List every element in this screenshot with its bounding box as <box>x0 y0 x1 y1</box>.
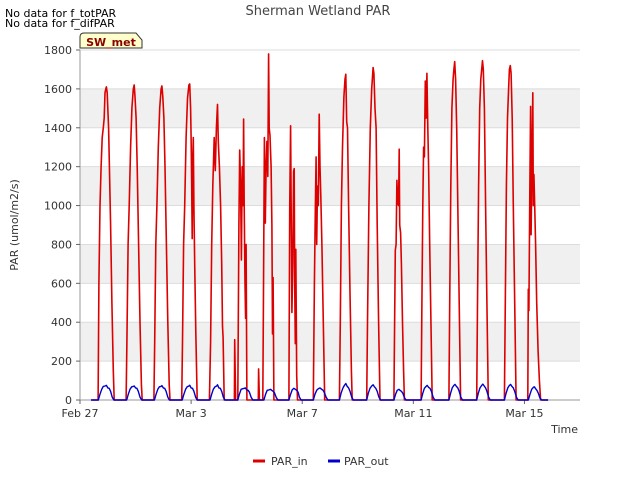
y-tick-label: 200 <box>51 355 72 368</box>
y-tick-label: 1600 <box>44 83 72 96</box>
y-tick-label: 1000 <box>44 200 72 213</box>
y-tick-label: 600 <box>51 277 72 290</box>
legend-label-par-out: PAR_out <box>344 455 389 468</box>
grid-band <box>80 322 580 362</box>
x-tick-label: Mar 7 <box>287 407 318 420</box>
x-tick-label: Feb 27 <box>62 407 99 420</box>
grid-band <box>80 244 580 284</box>
sw-met-badge <box>79 32 143 49</box>
x-tick-label: Mar 3 <box>175 407 206 420</box>
y-tick-label: 1800 <box>44 44 72 57</box>
y-axis-title: PAR (umol/m2/s) <box>8 179 21 271</box>
sw-met-label: SW_met <box>86 36 136 49</box>
x-tick-label: Mar 15 <box>505 407 543 420</box>
y-tick-label: 1400 <box>44 122 72 135</box>
legend-label-par-in: PAR_in <box>271 455 308 468</box>
no-data-note-difpar: No data for f_difPAR <box>5 17 115 30</box>
grid-band <box>80 88 580 128</box>
series-line-par-in <box>91 53 549 401</box>
y-tick-label: 0 <box>65 394 72 407</box>
x-tick-label: Mar 11 <box>394 407 432 420</box>
no-data-note-totpar: No data for f_totPAR <box>5 7 117 20</box>
y-tick-label: 400 <box>51 316 72 329</box>
y-tick-label: 800 <box>51 238 72 251</box>
x-axis-title: Time <box>550 423 578 436</box>
series-line-par-out <box>91 382 549 401</box>
y-tick-label: 1200 <box>44 161 72 174</box>
chart-title: Sherman Wetland PAR <box>246 4 391 19</box>
grid-band <box>80 166 580 206</box>
